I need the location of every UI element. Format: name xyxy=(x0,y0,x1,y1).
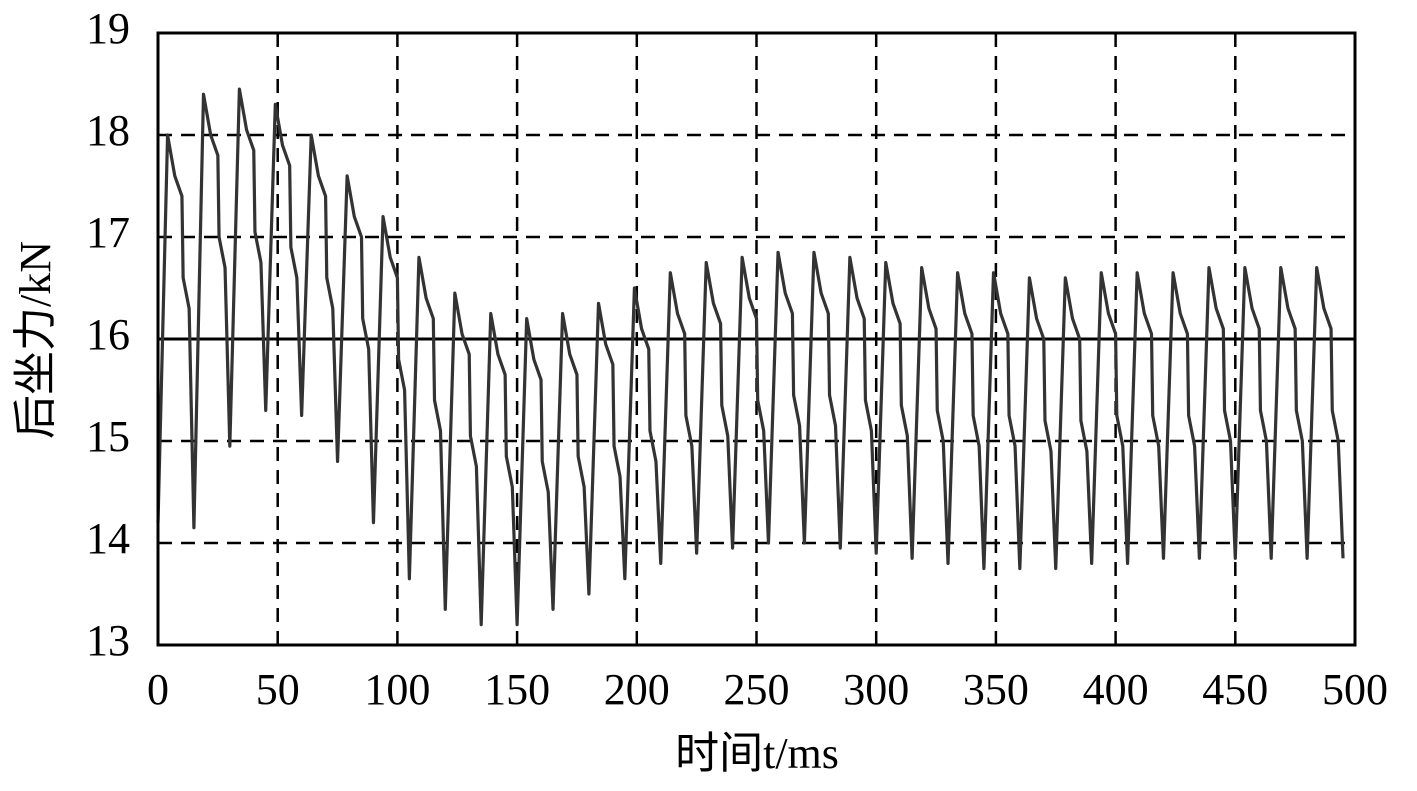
y-tick-label: 19 xyxy=(86,4,130,53)
x-tick-label: 350 xyxy=(963,665,1029,714)
y-tick-label: 13 xyxy=(86,616,130,665)
x-tick-label: 400 xyxy=(1083,665,1149,714)
x-tick-label: 0 xyxy=(147,665,169,714)
x-tick-label: 100 xyxy=(364,665,430,714)
data-line xyxy=(156,87,1345,627)
x-axis-title: 时间t/ms xyxy=(675,729,839,778)
x-tick-label: 300 xyxy=(843,665,909,714)
plot-frame xyxy=(156,31,1357,647)
x-tick-label: 450 xyxy=(1202,665,1268,714)
x-tick-label: 500 xyxy=(1322,665,1388,714)
x-tick-label: 50 xyxy=(256,665,300,714)
x-tick-label: 200 xyxy=(604,665,670,714)
y-tick-label: 16 xyxy=(86,310,130,359)
y-axis-title: 后坐力/kN xyxy=(11,241,60,439)
x-tick-label: 250 xyxy=(724,665,790,714)
y-tick-label: 14 xyxy=(86,514,130,563)
y-tick-label: 17 xyxy=(86,208,130,257)
x-tick-label: 150 xyxy=(484,665,550,714)
y-tick-label: 15 xyxy=(86,412,130,461)
y-tick-label: 18 xyxy=(86,106,130,155)
